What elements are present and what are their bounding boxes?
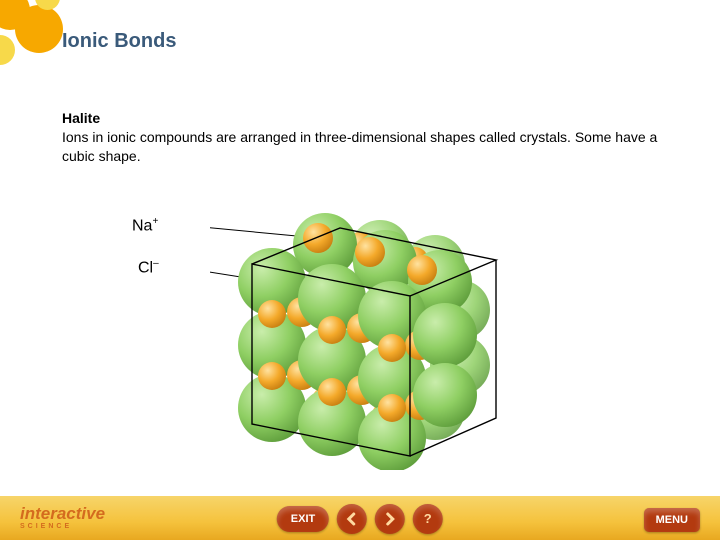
prev-button[interactable]: [337, 504, 367, 534]
page-title: Ionic Bonds: [62, 30, 176, 53]
exit-button[interactable]: EXIT: [277, 506, 329, 532]
brand-logo: interactive SCIENCE: [20, 506, 105, 530]
question-icon: ?: [420, 511, 436, 527]
cl-ion-label: Cl–: [138, 258, 159, 277]
footer-bar: interactive SCIENCE EXIT ? MENU: [0, 496, 720, 540]
na-ion-label: Na+: [132, 216, 158, 235]
subtitle: Halite: [62, 110, 100, 126]
help-button[interactable]: ?: [413, 504, 443, 534]
svg-text:?: ?: [424, 511, 432, 526]
crystal-svg: [210, 190, 510, 470]
crystal-diagram: Na+ Cl–: [210, 190, 510, 470]
body-text: Ions in ionic compounds are arranged in …: [62, 128, 658, 166]
menu-label: MENU: [656, 514, 688, 526]
exit-label: EXIT: [291, 513, 315, 525]
chevron-right-icon: [382, 511, 398, 527]
next-button[interactable]: [375, 504, 405, 534]
menu-button[interactable]: MENU: [644, 508, 700, 532]
chevron-left-icon: [344, 511, 360, 527]
nav-group: EXIT ?: [277, 504, 443, 534]
